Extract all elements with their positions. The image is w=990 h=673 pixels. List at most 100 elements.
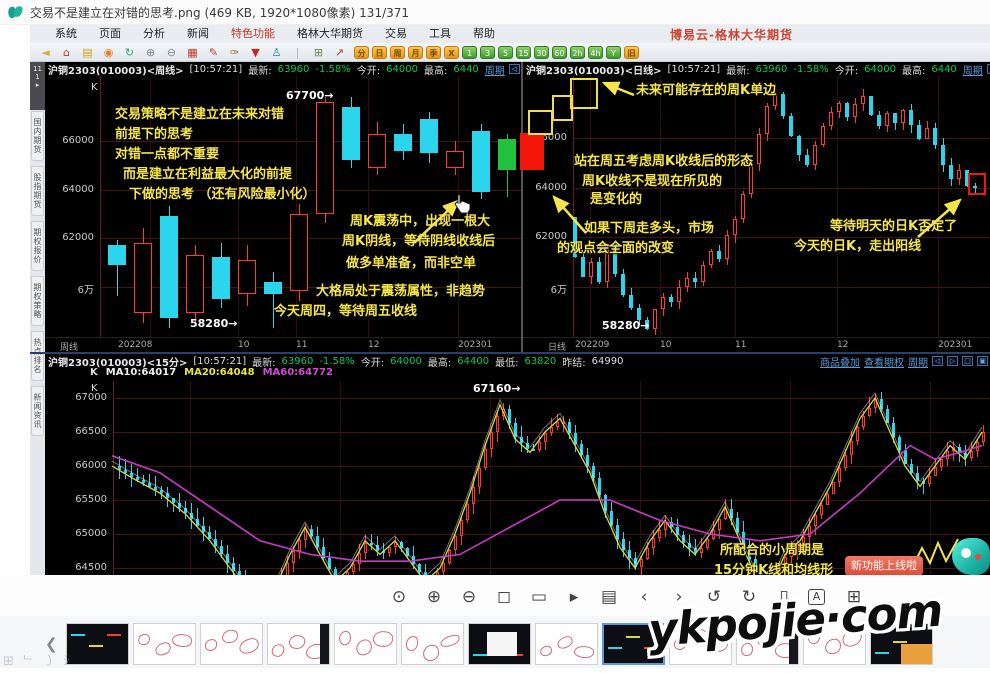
pointer-mode-icon[interactable]: ⊙ <box>391 587 407 607</box>
delete-icon[interactable]: ▯ <box>779 587 789 607</box>
home-icon[interactable]: ⌂ <box>63 45 70 59</box>
menu-item-系统[interactable]: 系统 <box>55 27 77 40</box>
period-button-周[interactable]: 周 <box>390 45 405 59</box>
panel-divider[interactable] <box>521 62 523 352</box>
slideshow-icon[interactable]: ▸ <box>569 587 579 607</box>
chart-icon[interactable]: ▦ <box>187 45 198 59</box>
window-button[interactable]: ▣ <box>977 356 988 366</box>
period-button-月[interactable]: 月 <box>408 45 423 59</box>
window-button[interactable]: ◁ <box>508 64 520 74</box>
grid-view-icon[interactable]: ⊞ <box>846 587 862 607</box>
weekly-chart[interactable]: 66000 64000 62000 6万 K <box>45 76 521 337</box>
zoom-out-icon[interactable]: ⊖ <box>166 45 177 59</box>
zoom-in-icon[interactable]: ⊕ <box>426 587 442 607</box>
period-button-3[interactable]: 3 <box>480 45 495 59</box>
link-周期[interactable]: 周期 <box>962 65 983 77</box>
open-folder-icon[interactable]: ▭ <box>530 587 548 607</box>
thumbnail-1[interactable] <box>66 623 129 665</box>
daily-chart[interactable]: 66000 64000 62000 6万 <box>523 76 990 337</box>
window-button[interactable]: □ <box>962 356 973 366</box>
thumbnail-prev-icon[interactable]: ❮ <box>45 635 58 653</box>
viewer-titlebar: 交易不是建立在对错的思考.png (469 KB, 1920*1080像素) 1… <box>0 0 990 25</box>
side-tab-collapsed[interactable]: 11 1 ▸ <box>30 62 45 110</box>
back-icon[interactable]: ◄ <box>41 45 50 59</box>
menu-item-特色功能[interactable]: 特色功能 <box>231 27 275 40</box>
thumbnail-13[interactable] <box>870 623 933 665</box>
period-button-X[interactable]: X <box>444 45 459 59</box>
header-text: 今开: <box>356 65 381 77</box>
period-button-日[interactable]: 日 <box>372 45 387 59</box>
rotate-left-icon[interactable]: ↺ <box>706 587 722 607</box>
rotate-right-icon[interactable]: ↻ <box>741 587 757 607</box>
period-button-60[interactable]: 60 <box>552 45 567 59</box>
period-button-分[interactable]: 分 <box>354 45 369 59</box>
window-button[interactable]: ◁ <box>932 356 943 366</box>
grid-line <box>113 500 990 501</box>
ocr-icon[interactable]: A <box>808 589 825 605</box>
period-button-30[interactable]: 30 <box>534 45 549 59</box>
period-button-2h[interactable]: 2h <box>570 45 585 59</box>
draw-icon[interactable]: ✎ <box>208 45 219 59</box>
user-icon[interactable]: ♙ <box>271 45 282 59</box>
side-tab-期权报价[interactable]: 期权报价 <box>31 221 44 271</box>
link-周期[interactable]: 周期 <box>908 357 928 369</box>
period-button-1[interactable]: 1 <box>462 45 477 59</box>
menu-item-分析[interactable]: 分析 <box>143 27 165 40</box>
horizontal-divider[interactable] <box>30 352 990 354</box>
menu-item-格林大华期货[interactable]: 格林大华期货 <box>297 27 363 40</box>
link-查看期权[interactable]: 查看期权 <box>864 357 904 369</box>
side-tab-期权策略[interactable]: 期权策略 <box>31 276 44 326</box>
thumbnail-3[interactable] <box>200 623 263 665</box>
thumbnail-5[interactable] <box>334 623 397 665</box>
thumbnail-9[interactable] <box>602 623 665 665</box>
thumbnail-11[interactable] <box>736 623 799 665</box>
fit-screen-icon[interactable]: ◻ <box>496 587 512 607</box>
window-button[interactable]: ▷ <box>947 356 958 366</box>
x-axis-label: 11 <box>296 340 308 350</box>
side-tab-热点排名[interactable]: 热点排名 <box>31 331 44 381</box>
table-icon[interactable]: ⊞ <box>313 45 324 59</box>
side-tab-股指期货[interactable]: 股指期货 <box>31 166 44 216</box>
menu-item-新闻[interactable]: 新闻 <box>187 27 209 40</box>
header-text: 63960 <box>281 355 314 367</box>
candle <box>148 483 151 487</box>
zoom-in-icon[interactable]: ⊕ <box>145 45 156 59</box>
period-button-extra[interactable]: 旧 <box>624 45 639 59</box>
zoom-out-icon[interactable]: ⊖ <box>461 587 477 607</box>
link-周期[interactable]: 周期 <box>484 65 505 77</box>
refresh-icon[interactable]: ↻ <box>124 45 135 59</box>
trend-icon[interactable]: ↗ <box>334 45 345 59</box>
brush-icon[interactable]: ✑ <box>229 45 240 59</box>
period-button-4h[interactable]: 4h <box>588 45 603 59</box>
prev-image-icon[interactable]: ‹ <box>640 587 648 607</box>
period-button-5[interactable]: 5 <box>498 45 513 59</box>
menu-item-帮助[interactable]: 帮助 <box>473 27 495 40</box>
period-button-季[interactable]: 季 <box>426 45 441 59</box>
thumbnail-10[interactable] <box>669 623 732 665</box>
link-商品叠加[interactable]: 商品叠加 <box>820 357 860 369</box>
period-button-Y[interactable]: Y <box>606 45 621 59</box>
period-button-15[interactable]: 15 <box>514 43 533 61</box>
thumbnail-8[interactable] <box>535 623 598 665</box>
menu-item-工具[interactable]: 工具 <box>429 27 451 40</box>
print-icon[interactable]: ▤ <box>600 587 618 607</box>
m15-chart[interactable]: 67000 66500 66000 65500 65000 64500 K <box>45 381 990 575</box>
thumbnail-4[interactable] <box>267 623 330 665</box>
side-tab-新闻资讯[interactable]: 新闻资讯 <box>31 386 44 436</box>
header-text: -1.58% <box>315 63 351 75</box>
menu-item-交易[interactable]: 交易 <box>385 27 407 40</box>
report-icon[interactable]: ▤ <box>82 45 93 59</box>
side-tab-国内期货[interactable]: 国内期货 <box>31 111 44 161</box>
y-axis-line <box>573 76 574 337</box>
thumbnail-6[interactable] <box>401 623 464 665</box>
header-text: 64400 <box>457 355 490 367</box>
candle <box>748 545 751 559</box>
menu-item-页面[interactable]: 页面 <box>99 27 121 40</box>
candle <box>134 243 152 313</box>
coins-icon[interactable]: ◉ <box>103 45 114 59</box>
filter-icon[interactable]: ▼ <box>251 45 260 59</box>
thumbnail-2[interactable] <box>133 623 196 665</box>
thumbnail-12[interactable] <box>803 623 866 665</box>
next-image-icon[interactable]: › <box>675 587 683 607</box>
thumbnail-7[interactable] <box>468 623 531 665</box>
